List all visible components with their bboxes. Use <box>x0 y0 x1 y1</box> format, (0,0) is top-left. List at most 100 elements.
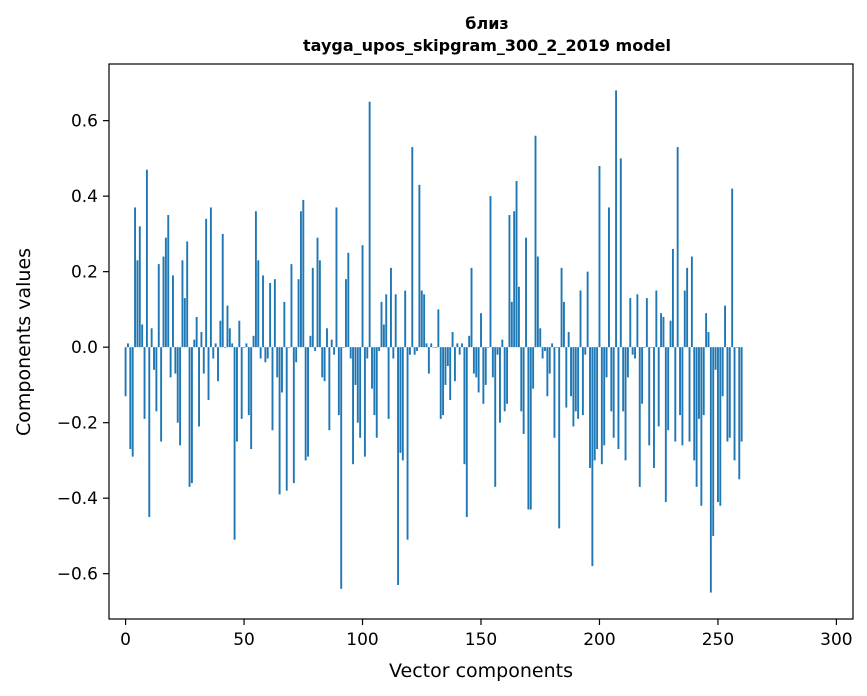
x-tick-label: 50 <box>233 630 255 650</box>
bar <box>735 347 738 348</box>
bar <box>143 347 146 419</box>
bar <box>162 256 165 348</box>
bar <box>288 347 291 348</box>
bar <box>385 294 388 348</box>
bar <box>195 316 198 348</box>
bar <box>593 347 596 461</box>
bar <box>437 309 440 348</box>
x-tick-label: 0 <box>120 630 131 650</box>
bar <box>508 215 511 348</box>
bar <box>150 328 153 348</box>
y-tick-label: 0.0 <box>71 338 98 358</box>
bar <box>371 347 373 389</box>
bar <box>124 347 127 397</box>
bar <box>342 347 345 348</box>
y-tick-label: 0.4 <box>71 187 98 207</box>
bar <box>591 347 594 567</box>
bar <box>510 301 513 348</box>
bar <box>217 347 219 382</box>
bar <box>392 347 395 359</box>
bar <box>451 332 454 348</box>
chart-title: близ <box>465 14 508 33</box>
bar <box>463 347 466 465</box>
bar <box>404 290 407 348</box>
bar <box>368 101 371 348</box>
bar <box>688 347 691 442</box>
bar <box>686 267 689 348</box>
bar <box>532 347 535 389</box>
bar <box>731 188 734 348</box>
y-tick-label: 0.6 <box>71 112 98 132</box>
bar <box>458 347 461 355</box>
bar <box>228 328 231 348</box>
bar <box>432 347 435 348</box>
bar <box>705 313 708 348</box>
bar <box>236 347 238 442</box>
bar <box>138 226 141 348</box>
bar <box>522 347 525 434</box>
bar <box>555 347 558 348</box>
bar <box>375 347 378 438</box>
bar <box>548 347 551 374</box>
bar <box>586 271 589 348</box>
bar <box>648 347 651 446</box>
bar <box>318 260 321 348</box>
bar <box>589 347 591 468</box>
y-tick-label: 0.2 <box>71 263 98 283</box>
bar <box>707 332 710 348</box>
bar <box>411 147 414 348</box>
bar <box>698 347 700 419</box>
bar <box>257 260 260 348</box>
bar <box>399 347 402 453</box>
bar <box>544 347 546 351</box>
bar <box>245 343 248 348</box>
bar <box>536 256 539 348</box>
bar <box>674 347 677 442</box>
bar <box>397 347 400 586</box>
bar <box>247 347 250 416</box>
bar <box>240 347 243 419</box>
bar <box>600 347 603 465</box>
bar <box>714 347 717 370</box>
bar <box>359 347 362 438</box>
bar <box>499 347 501 423</box>
bar <box>716 347 719 502</box>
bar <box>641 347 644 404</box>
bar <box>624 347 627 461</box>
bar <box>503 347 506 412</box>
bar <box>380 301 383 348</box>
bar <box>378 347 381 351</box>
bar <box>425 343 428 348</box>
bar <box>273 279 276 348</box>
plot-frame <box>108 63 854 620</box>
bar <box>283 301 286 348</box>
bar <box>636 294 639 348</box>
bar <box>671 249 674 348</box>
bar <box>444 347 447 385</box>
bar <box>487 347 490 348</box>
bar <box>221 233 224 348</box>
bar <box>626 347 629 378</box>
bar <box>608 207 610 348</box>
x-tick-label: 300 <box>820 630 852 650</box>
bar <box>534 135 537 348</box>
bar <box>572 347 575 427</box>
bar <box>506 347 509 404</box>
bar <box>238 320 241 348</box>
bar <box>475 347 478 378</box>
bar <box>676 147 679 348</box>
bar <box>567 332 570 348</box>
bar <box>494 347 497 487</box>
bar <box>653 347 655 468</box>
bar <box>134 207 137 348</box>
bar <box>183 298 186 348</box>
bar <box>233 347 236 540</box>
bar <box>456 343 459 348</box>
bar <box>496 347 499 355</box>
bar <box>427 347 430 374</box>
bar <box>401 347 404 461</box>
y-axis-label: Components values <box>13 248 35 436</box>
bar <box>200 332 203 348</box>
bar <box>328 347 331 431</box>
bar <box>709 347 712 593</box>
